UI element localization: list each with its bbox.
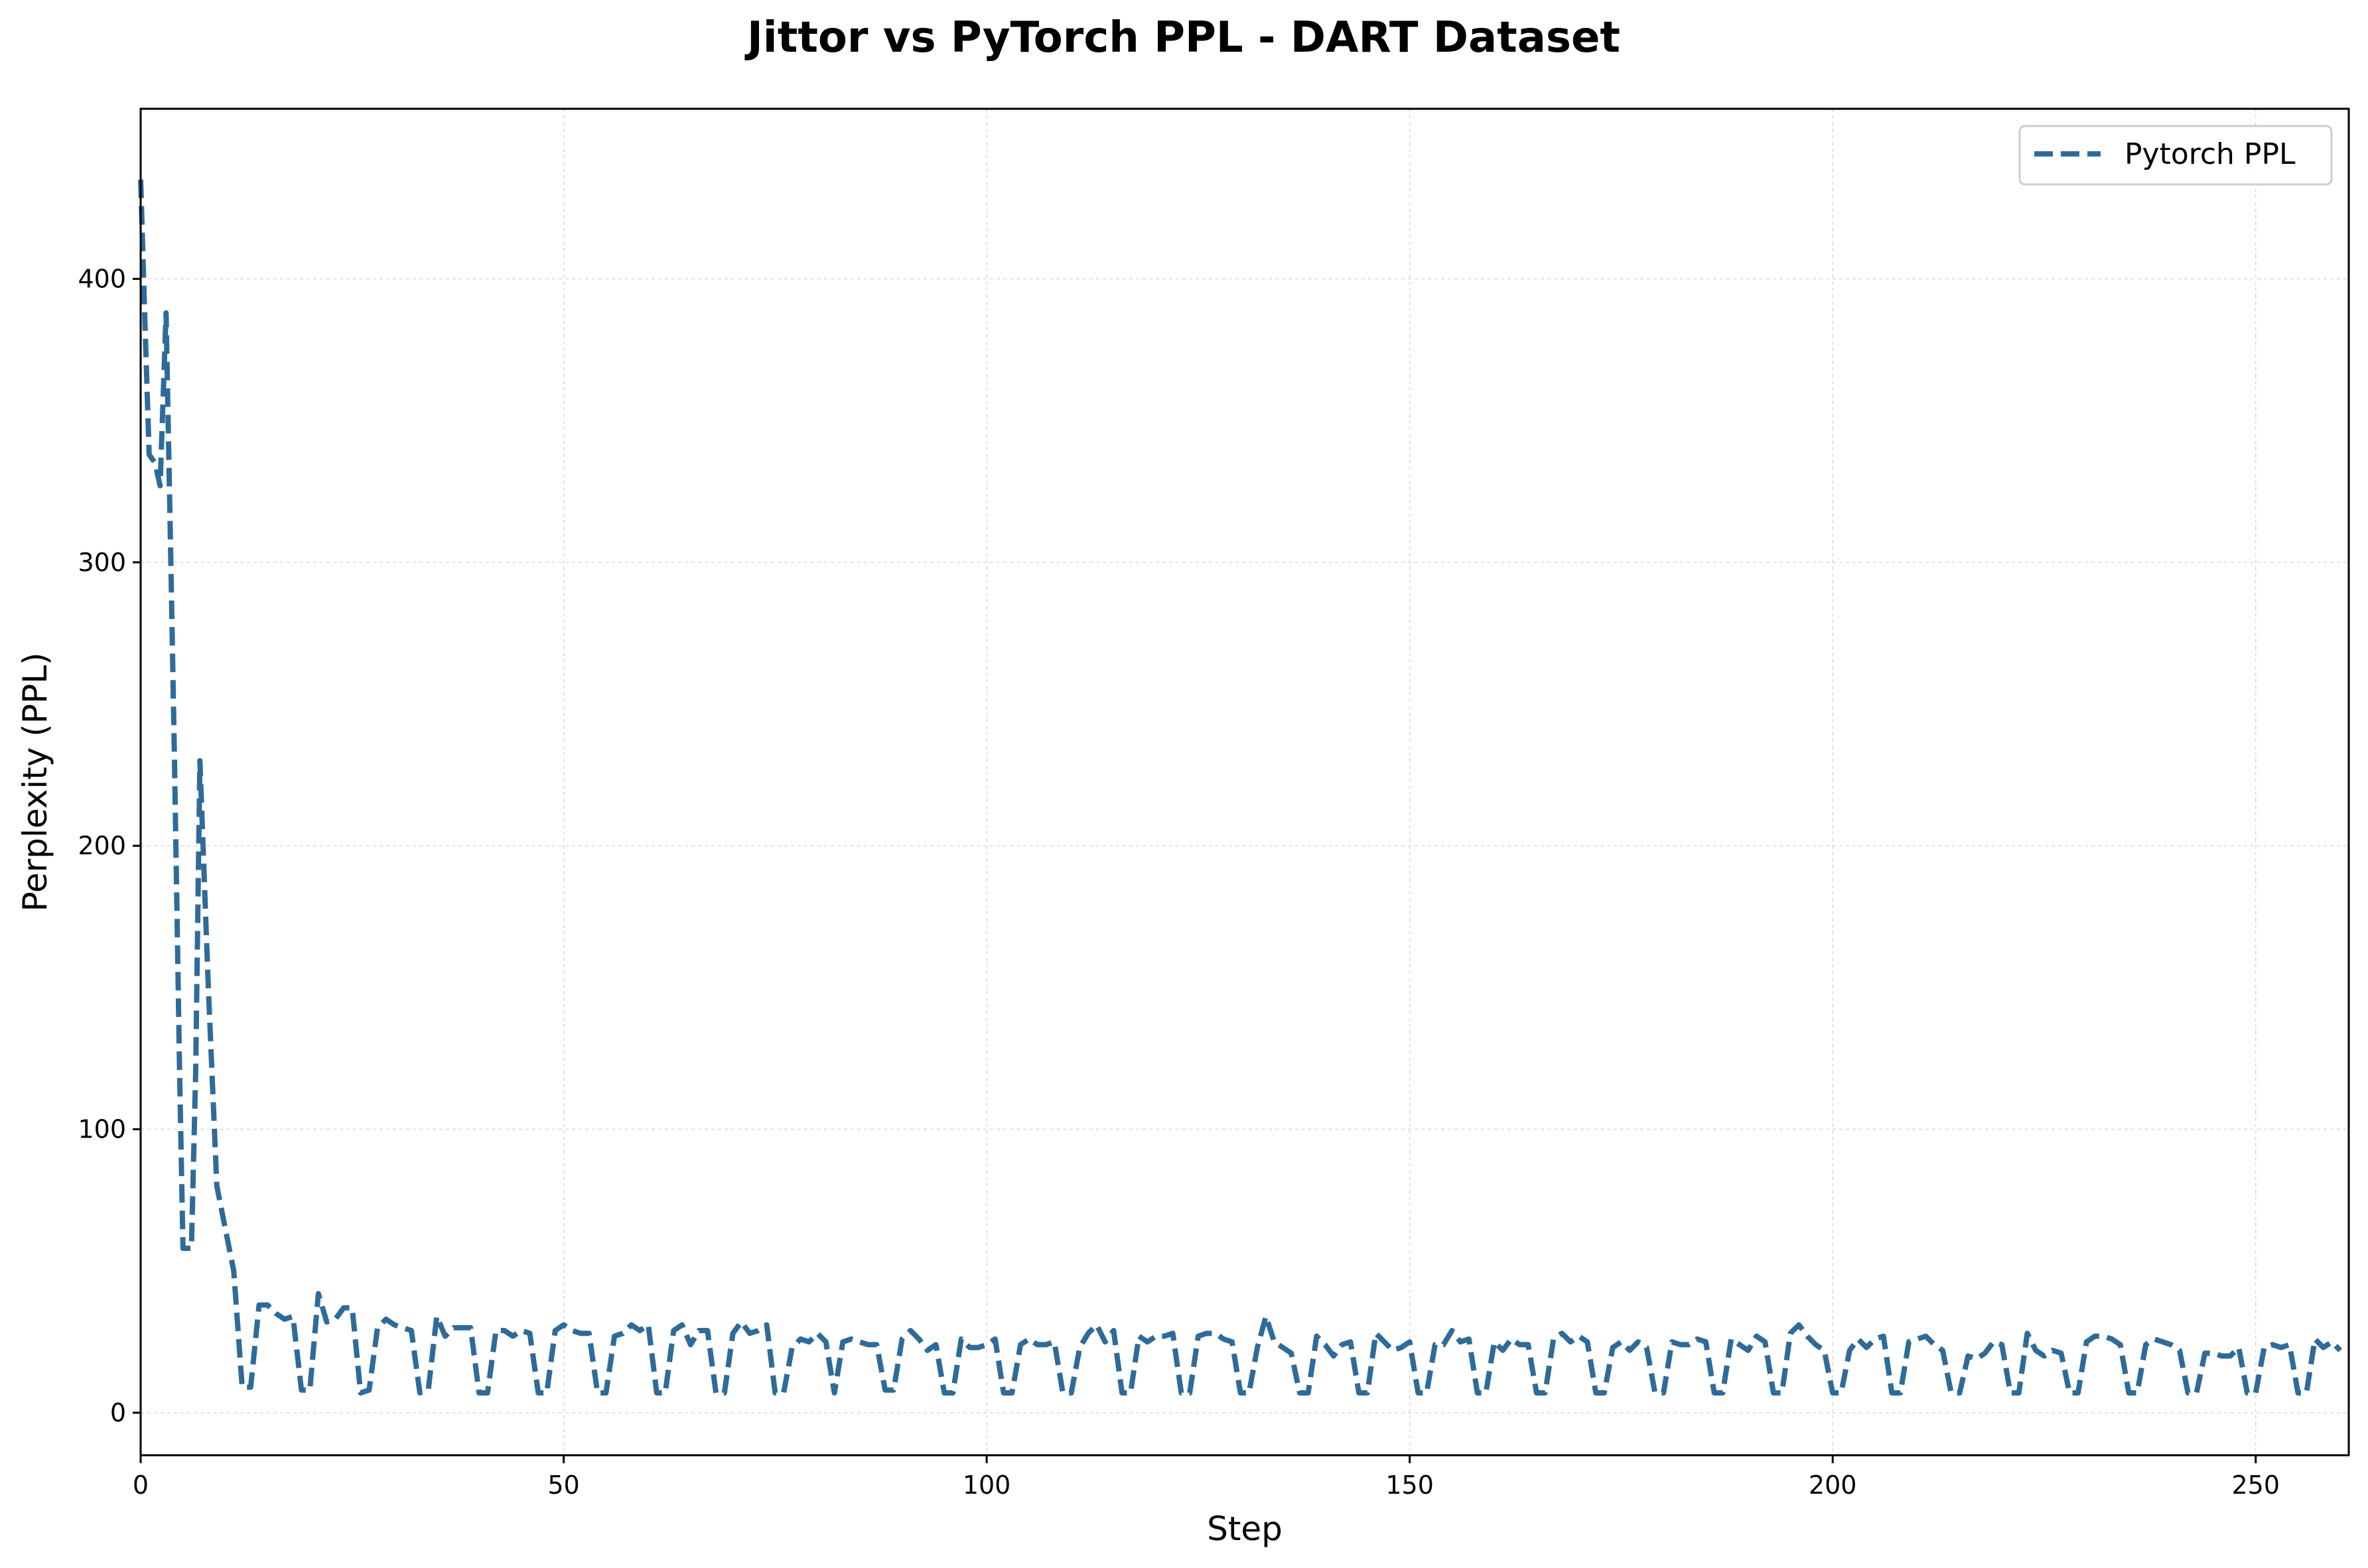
chart-title: Jittor vs PyTorch PPL - DART Dataset [744, 13, 1620, 62]
x-axis-label: Step [1207, 1510, 1283, 1548]
x-tick-label: 0 [133, 1470, 149, 1500]
y-tick-label: 0 [110, 1398, 126, 1427]
x-tick-label: 250 [2231, 1470, 2280, 1500]
y-tick-label: 200 [78, 831, 126, 860]
legend: Pytorch PPL [2018, 125, 2333, 186]
x-tick-label: 200 [1809, 1470, 1857, 1500]
y-tick-label: 400 [78, 264, 126, 293]
legend-box [2018, 125, 2333, 186]
series-line-pytorch-ppl [138, 179, 2343, 1396]
y-axis-label: Perplexity (PPL) [16, 653, 54, 912]
y-tick-label: 300 [78, 548, 126, 577]
x-axis: 0 50 100 150 200 250 [133, 1455, 2280, 1500]
y-axis: 0 100 200 300 400 [78, 264, 141, 1427]
gridlines [140, 109, 2349, 1455]
x-tick-label: 150 [1385, 1470, 1434, 1500]
x-tick-label: 50 [547, 1470, 579, 1500]
legend-entry-pytorch-ppl: Pytorch PPL [2124, 137, 2296, 171]
plot-frame [139, 107, 2350, 1457]
y-tick-label: 100 [78, 1115, 126, 1144]
series-layer [138, 179, 2343, 1396]
x-tick-label: 100 [963, 1470, 1011, 1500]
